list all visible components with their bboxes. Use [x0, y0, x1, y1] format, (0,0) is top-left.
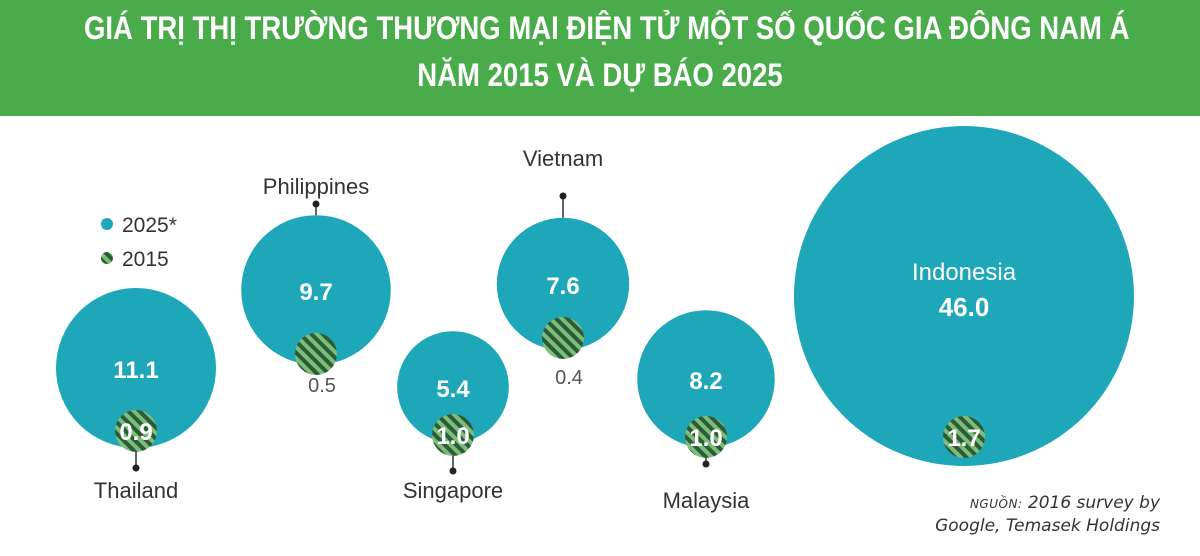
category-label: Malaysia: [663, 488, 751, 513]
leader-dot: [132, 464, 140, 472]
legend-item-2025-: 2025*: [101, 214, 177, 237]
category-label: Vietnam: [523, 146, 603, 171]
bubble-2015-singapore: [432, 414, 474, 456]
category-label: Singapore: [403, 478, 503, 503]
bubble-indonesia: Indonesia 46.0 1.7: [794, 126, 1134, 466]
bubble-vietnam: 7.6 0.4 Vietnam: [496, 146, 630, 389]
leader-dot: [702, 460, 710, 468]
bubble-2025-singapore: [397, 331, 509, 443]
bubble-chart: 2025* 2015 11.1 0.9 Thailand 9.7 0.5 Philippin…: [56, 126, 1134, 513]
bubble-2025-malaysia: [637, 310, 775, 448]
legend-item-2015: 2015: [101, 248, 169, 271]
value-label-2025: 46.0: [939, 292, 990, 322]
bubble-thailand: 11.1 0.9 Thailand: [56, 288, 216, 503]
value-label-2015: 0.5: [308, 375, 336, 397]
bubble-singapore: 5.4 1.0 Singapore: [397, 331, 509, 503]
leader-dot: [312, 200, 320, 208]
legend-swatch-hatched: [101, 252, 113, 264]
source-line-2: Google, Temasek Holdings: [935, 516, 1160, 536]
bubble-2025-vietnam: [496, 217, 630, 351]
legend-label: 2015: [122, 248, 169, 271]
bubble-2015-philippines: [295, 333, 337, 375]
chart-title-line-2: NĂM 2015 VÀ DỰ BÁO 2025: [417, 57, 783, 93]
source-note: NGUỒN: 2016 survey by Google, Temasek Ho…: [935, 492, 1160, 537]
value-label-2015: 1.0: [689, 425, 722, 452]
legend-label: 2025*: [122, 214, 177, 237]
category-label: Philippines: [263, 174, 369, 199]
source-line-1: 2016 survey by: [1027, 493, 1160, 513]
value-label-2025: 11.1: [113, 357, 158, 384]
bubble-2025-philippines: [241, 215, 391, 365]
legend-swatch-solid: [101, 218, 113, 230]
leader-dot: [559, 192, 567, 200]
legend: 2025* 2015: [101, 214, 177, 271]
value-label-2015: 0.9: [119, 419, 152, 446]
bubble-2015-thailand: [115, 410, 157, 452]
bubble-2025-indonesia: [794, 126, 1134, 466]
value-label-2015: 1.7: [947, 425, 980, 452]
value-label-2025: 8.2: [689, 368, 722, 395]
bubble-philippines: 9.7 0.5 Philippines: [241, 174, 391, 397]
value-label-2015: 1.0: [436, 423, 469, 450]
chart-title-line-1: GIÁ TRỊ THỊ TRƯỜNG THƯƠNG MẠI ĐIỆN TỬ MỘ…: [84, 10, 1130, 46]
category-label: Indonesia: [912, 259, 1017, 286]
leader-dot: [449, 467, 457, 475]
title-banner: GIÁ TRỊ THỊ TRƯỜNG THƯƠNG MẠI ĐIỆN TỬ MỘ…: [0, 0, 1200, 116]
value-label-2025: 5.4: [436, 376, 470, 403]
bubble-2015-indonesia: [943, 416, 985, 458]
bubble-2015-malaysia: [685, 416, 727, 458]
category-label: Thailand: [94, 478, 178, 503]
value-label-2025: 7.6: [546, 273, 579, 300]
bubble-group: 11.1 0.9 Thailand 9.7 0.5 Philippines 5.4 1.0 Si…: [56, 126, 1134, 513]
source-label: NGUỒN:: [969, 497, 1023, 511]
bubble-2025-thailand: [56, 288, 216, 448]
bubble-malaysia: 8.2 1.0 Malaysia: [637, 310, 775, 513]
value-label-2025: 9.7: [299, 279, 332, 306]
value-label-2015: 0.4: [555, 367, 583, 389]
bubble-2015-vietnam: [542, 317, 584, 359]
